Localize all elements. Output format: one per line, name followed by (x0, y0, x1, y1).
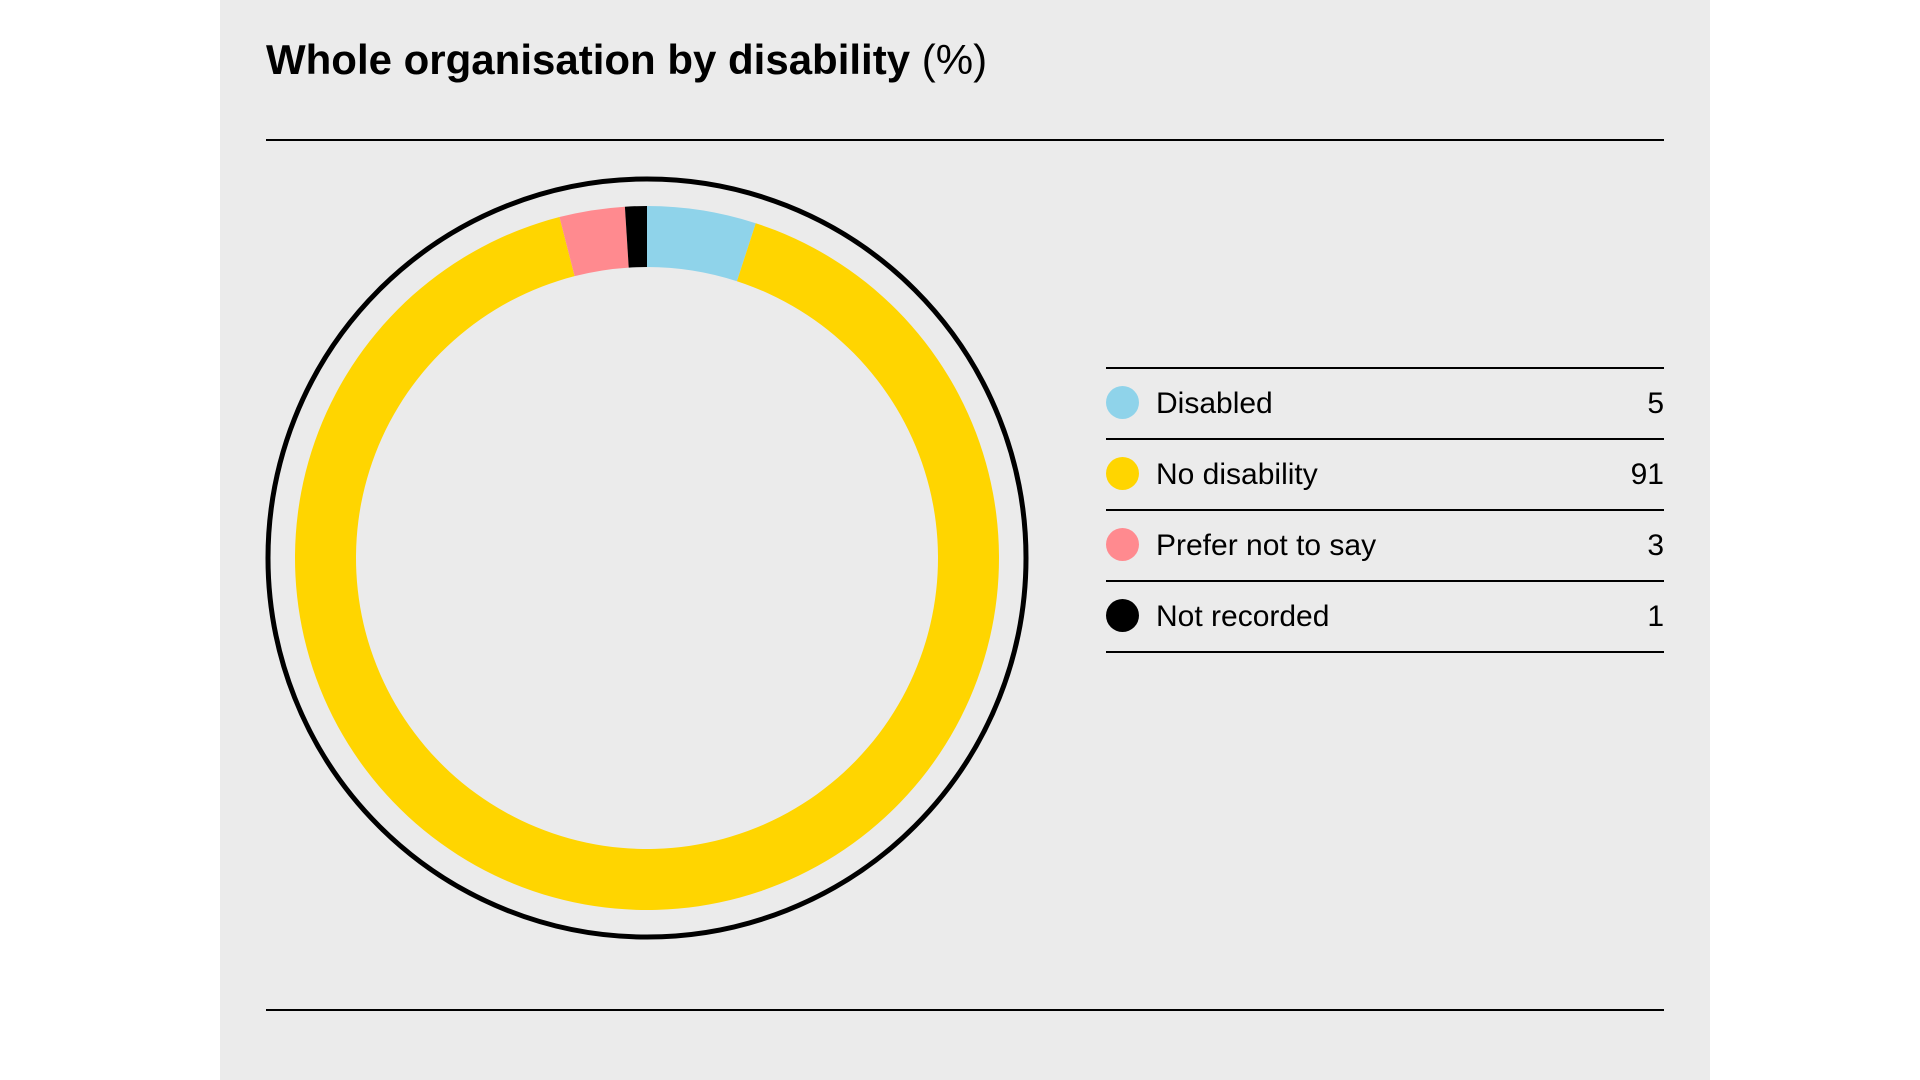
chart-title-text: Whole organisation by disability (266, 36, 911, 83)
legend-label: Not recorded (1156, 600, 1330, 633)
donut-chart (265, 176, 1029, 940)
legend-label: Prefer not to say (1156, 529, 1377, 562)
legend-swatch (1106, 386, 1139, 419)
legend-item-prefer-not-to-say: Prefer not to say 3 (1106, 511, 1664, 582)
legend-swatch (1106, 599, 1139, 632)
legend-item-not-recorded: Not recorded 1 (1106, 582, 1664, 653)
top-divider (266, 139, 1664, 141)
donut-slice-prefer-not-to-say (559, 206, 629, 277)
legend-value: 1 (1647, 600, 1664, 633)
chart-panel: Whole organisation by disability (%) Dis… (220, 0, 1710, 1080)
donut-slice-disabled (647, 206, 756, 282)
legend-swatch (1106, 528, 1139, 561)
legend-item-disabled: Disabled 5 (1106, 369, 1664, 440)
legend-value: 91 (1630, 458, 1664, 491)
legend-item-no-disability: No disability 91 (1106, 440, 1664, 511)
chart-title: Whole organisation by disability (%) (266, 36, 987, 84)
bottom-divider (266, 1009, 1664, 1011)
legend: Disabled 5 No disability 91 Prefer not to sa… (1106, 367, 1664, 653)
donut-slice-not-recorded (624, 206, 647, 268)
legend-value: 5 (1647, 387, 1664, 420)
donut-slice-no-disability (295, 217, 1000, 910)
legend-value: 3 (1647, 529, 1664, 562)
legend-label: No disability (1156, 458, 1318, 491)
outer-ring (265, 176, 1029, 940)
legend-label: Disabled (1156, 387, 1273, 420)
chart-title-unit: (%) (921, 36, 988, 83)
legend-swatch (1106, 457, 1139, 490)
